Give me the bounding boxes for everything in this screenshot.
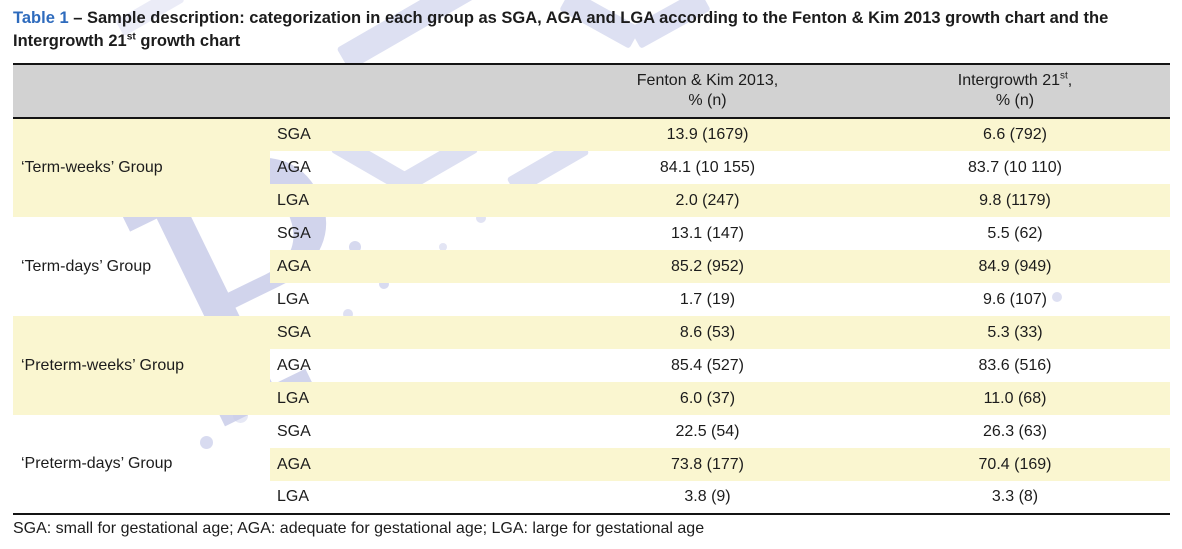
category-cell: AGA bbox=[270, 250, 555, 283]
table-row: ‘Preterm-days’ Group SGA 22.5 (54) 26.3 … bbox=[13, 415, 1170, 515]
fenton-value-cell: 1.7 (19) bbox=[679, 290, 736, 308]
intergrowth-value-cell: 9.8 (1179) bbox=[860, 184, 1170, 217]
fenton-value-cell: 8.6 (53) bbox=[555, 316, 860, 349]
header-empty-category bbox=[270, 63, 555, 119]
table-row: AGA 85.2 (952) 84.9 (949) bbox=[13, 250, 1170, 283]
intergrowth-value-cell: 70.4 (169) bbox=[860, 448, 1170, 481]
intergrowth-value-cell: 3.3 (8) bbox=[860, 481, 1170, 515]
fenton-value-cell: 13.1 (147) bbox=[671, 224, 744, 242]
fenton-value-cell: 6.0 (37) bbox=[555, 382, 860, 415]
fenton-value-cell: 2.0 (247) bbox=[555, 184, 860, 217]
table-row: LGA 6.0 (37) 11.0 (68) bbox=[13, 382, 1170, 415]
group-label-preterm-days: ‘Preterm-days’ Group bbox=[13, 415, 270, 515]
fenton-value-cell: 73.8 (177) bbox=[555, 448, 860, 481]
category-cell: SGA bbox=[270, 118, 555, 151]
group-label-term-weeks: ‘Term-weeks’ Group bbox=[13, 118, 270, 217]
fenton-value-cell: 13.9 (1679) bbox=[555, 118, 860, 151]
fenton-value-cell: 3.8 (9) bbox=[555, 481, 860, 515]
header-row: Fenton & Kim 2013, % (n) Intergrowth 21s… bbox=[13, 63, 1170, 119]
intergrowth-value-cell: 6.6 (792) bbox=[860, 118, 1170, 151]
fenton-value-cell: 22.5 (54) bbox=[675, 422, 740, 440]
intergrowth-value-cell: 83.7 (10 110) bbox=[968, 158, 1062, 176]
header-fenton-title: Fenton & Kim 2013, bbox=[636, 72, 779, 89]
table-row: ‘Preterm-weeks’ Group SGA 8.6 (53) 5.3 (… bbox=[13, 316, 1170, 415]
category-cell: LGA bbox=[270, 481, 555, 515]
category-cell: SGA bbox=[277, 422, 311, 440]
table-caption-text: Sample description: categorization in ea… bbox=[13, 9, 1109, 50]
header-intergrowth-unit: % (n) bbox=[995, 92, 1035, 109]
table-row: LGA 1.7 (19) 9.6 (107) bbox=[13, 283, 1170, 316]
intergrowth-value-cell: 5.3 (33) bbox=[860, 316, 1170, 349]
table-caption-separator: – bbox=[68, 9, 87, 27]
table-row: AGA 84.1 (10 155) 83.7 (10 110) bbox=[13, 151, 1170, 184]
table-row: LGA 2.0 (247) 9.8 (1179) bbox=[13, 184, 1170, 217]
intergrowth-value-cell: 26.3 (63) bbox=[982, 422, 1048, 440]
watermark-dot bbox=[343, 309, 353, 319]
table-caption-superscript: st bbox=[126, 31, 136, 43]
table-footnote: SGA: small for gestational age; AGA: ade… bbox=[13, 520, 705, 537]
watermark-dot bbox=[476, 213, 486, 223]
header-intergrowth: Intergrowth 21st, % (n) bbox=[860, 63, 1170, 119]
table-row: ‘Term-weeks’ Group SGA 13.9 (1679) 6.6 (… bbox=[13, 118, 1170, 217]
fenton-value-cell: 84.1 (10 155) bbox=[659, 158, 756, 176]
category-cell: AGA bbox=[277, 158, 311, 176]
table-row: ‘Term-days’ Group SGA 13.1 (147) 5.5 (62… bbox=[13, 217, 1170, 275]
category-cell: AGA bbox=[277, 356, 311, 374]
header-intergrowth-main: Intergrowth 21 bbox=[957, 72, 1061, 89]
category-cell: SGA bbox=[270, 316, 555, 349]
category-cell: SGA bbox=[277, 224, 311, 242]
table-row: AGA 85.4 (527) 83.6 (516) bbox=[13, 349, 1170, 382]
category-cell: LGA bbox=[270, 184, 555, 217]
header-intergrowth-title: Intergrowth 21st, bbox=[860, 71, 1170, 91]
group-label-term-days: ‘Term-days’ Group bbox=[21, 257, 152, 275]
fenton-value-cell: 85.2 (952) bbox=[555, 250, 860, 283]
category-cell: LGA bbox=[270, 382, 555, 415]
header-intergrowth-comma: , bbox=[1067, 72, 1073, 89]
header-fenton-unit: % (n) bbox=[688, 92, 727, 109]
table-caption-number: Table 1 bbox=[13, 9, 69, 27]
fenton-value-cell: 85.4 (527) bbox=[671, 356, 744, 374]
header-fenton: Fenton & Kim 2013, % (n) bbox=[555, 63, 860, 119]
header-intergrowth-superscript: st bbox=[1060, 70, 1068, 82]
category-cell: LGA bbox=[277, 290, 310, 308]
watermark-dot bbox=[439, 243, 447, 251]
intergrowth-value-cell: 9.6 (107) bbox=[982, 290, 1048, 308]
header-empty-group bbox=[13, 63, 270, 119]
intergrowth-value-cell: 11.0 (68) bbox=[860, 382, 1170, 415]
table-row: LGA 3.8 (9) 3.3 (8) bbox=[13, 481, 1170, 515]
sample-description-table: Fenton & Kim 2013, % (n) Intergrowth 21s… bbox=[13, 63, 1170, 515]
group-label-preterm-weeks: ‘Preterm-weeks’ Group bbox=[13, 316, 270, 415]
watermark-dot bbox=[379, 279, 389, 289]
watermark-dot bbox=[1052, 292, 1062, 302]
intergrowth-value-cell: 84.9 (949) bbox=[860, 250, 1170, 283]
table-caption: Table 1 – Sample description: categoriza… bbox=[13, 7, 1173, 53]
table-row: AGA 73.8 (177) 70.4 (169) bbox=[13, 448, 1170, 481]
intergrowth-value-cell: 83.6 (516) bbox=[978, 356, 1052, 374]
table-caption-text-end: growth chart bbox=[135, 32, 241, 50]
intergrowth-value-cell: 5.5 (62) bbox=[987, 224, 1043, 242]
category-cell: AGA bbox=[270, 448, 555, 481]
